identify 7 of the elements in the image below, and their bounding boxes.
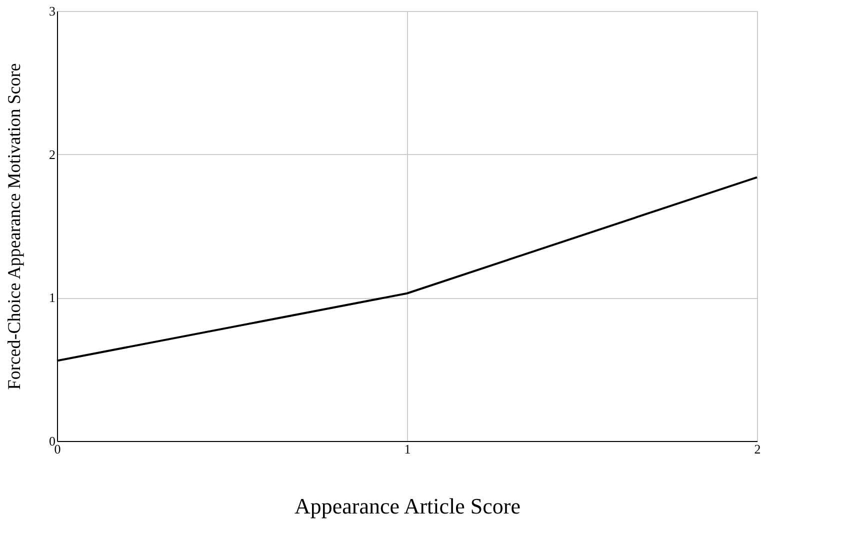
x-tick-label: 2: [754, 442, 761, 456]
y-tick-label: 2: [49, 146, 56, 162]
x-axis-title: Appearance Article Score: [294, 494, 520, 518]
y-axis-title: Forced-Choice Appearance Motivation Score: [4, 63, 24, 390]
x-tick-label: 1: [404, 442, 411, 456]
y-tick-label: 1: [49, 290, 56, 306]
y-tick-label: 3: [49, 4, 56, 18]
